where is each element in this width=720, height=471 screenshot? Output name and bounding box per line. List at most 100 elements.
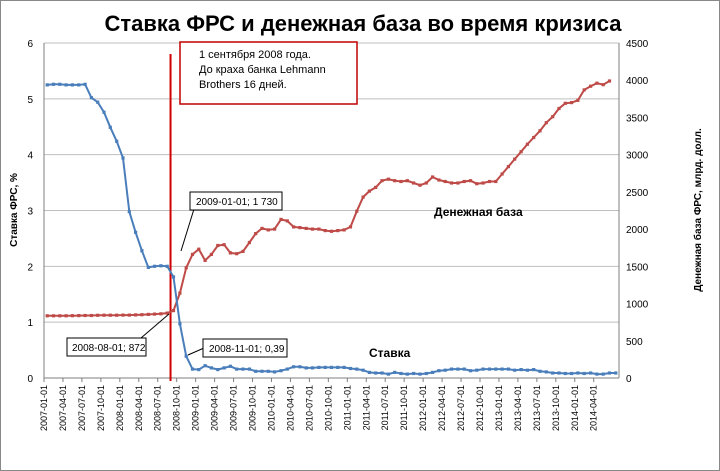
data-point <box>494 367 498 371</box>
data-point <box>595 372 599 376</box>
data-point <box>374 371 378 375</box>
data-point <box>178 291 182 295</box>
x-tick-label: 2008-07-01 <box>153 385 163 431</box>
data-point <box>386 177 390 181</box>
left-tick-label: 0 <box>27 374 33 385</box>
x-tick-label: 2014-01-01 <box>570 385 580 431</box>
data-point <box>557 106 561 111</box>
data-point <box>235 367 239 371</box>
left-tick-label: 5 <box>27 95 33 106</box>
data-point <box>532 135 536 140</box>
data-point <box>153 312 157 316</box>
chart-title: Ставка ФРС и денежная база во время криз… <box>105 11 623 36</box>
x-tick-label: 2007-07-01 <box>77 385 87 431</box>
right-tick-label: 2000 <box>626 225 649 236</box>
data-point <box>589 371 593 375</box>
data-point <box>285 367 289 371</box>
right-tick-label: 4500 <box>626 39 649 50</box>
x-tick-label: 2010-01-01 <box>266 385 276 431</box>
data-point <box>127 210 131 214</box>
data-point <box>614 371 618 375</box>
x-tick-label: 2014-04-01 <box>589 385 599 431</box>
left-tick-label: 6 <box>27 39 33 50</box>
x-tick-label: 2007-10-01 <box>96 385 106 431</box>
right-axis-title: Денежная база ФРС, млрд. долл. <box>692 128 704 292</box>
data-point <box>506 367 510 371</box>
data-point <box>367 370 371 374</box>
x-tick-label: 2012-04-01 <box>437 385 447 431</box>
data-point <box>582 371 586 376</box>
data-point <box>304 226 308 230</box>
data-point <box>89 96 93 100</box>
series-line <box>47 80 611 317</box>
data-point <box>323 229 327 233</box>
data-point <box>475 182 479 186</box>
data-point <box>203 258 207 262</box>
data-point <box>127 313 131 317</box>
right-tick-label: 3000 <box>626 151 649 162</box>
x-tick-label: 2008-01-01 <box>115 385 125 431</box>
data-point <box>184 266 188 270</box>
data-point <box>443 179 447 184</box>
callout-1-label: 2009-01-01; 1 730 <box>196 197 278 208</box>
left-tick-label: 1 <box>27 318 33 329</box>
data-point <box>519 368 523 372</box>
data-point <box>159 264 163 268</box>
left-tick-label: 2 <box>27 262 33 273</box>
data-point <box>228 251 232 255</box>
data-point <box>538 369 542 373</box>
data-point <box>273 227 277 231</box>
right-tick-label: 0 <box>626 374 632 385</box>
data-point <box>367 189 371 193</box>
data-point <box>146 265 150 269</box>
x-tick-label: 2011-04-01 <box>361 385 371 430</box>
right-tick-label: 4000 <box>626 76 649 87</box>
x-tick-label: 2011-01-01 <box>342 385 352 430</box>
data-point <box>500 172 504 176</box>
left-axis-ticks: 0 1 2 3 4 5 6 <box>27 39 33 385</box>
data-point <box>563 371 567 376</box>
data-point <box>228 364 232 368</box>
data-point <box>323 365 327 369</box>
data-point <box>405 179 409 183</box>
callout-3-box <box>202 338 288 358</box>
data-point <box>77 83 81 87</box>
data-point <box>570 101 574 105</box>
data-point <box>45 314 49 318</box>
data-point <box>70 314 74 318</box>
data-point <box>153 264 157 268</box>
data-point <box>418 372 422 376</box>
data-point <box>519 150 523 154</box>
data-point <box>58 82 62 86</box>
right-axis-ticks: 0 500 1000 1500 2000 2500 3000 3500 4000 4500 <box>626 39 649 385</box>
event-note-box <box>179 41 358 105</box>
callout-1-leader <box>180 208 195 252</box>
right-tick-label: 500 <box>626 337 643 348</box>
left-tick-label: 4 <box>27 151 33 162</box>
data-point <box>595 81 599 85</box>
data-point <box>481 367 485 371</box>
data-point <box>532 368 536 372</box>
data-point <box>481 181 485 185</box>
data-point <box>216 368 220 372</box>
data-point <box>450 181 454 185</box>
data-point <box>159 312 163 316</box>
data-point <box>329 229 334 233</box>
data-point <box>165 311 169 315</box>
data-point <box>607 79 612 83</box>
data-point <box>355 367 359 371</box>
data-point <box>500 367 504 371</box>
data-point <box>412 371 416 376</box>
data-point <box>456 181 460 185</box>
data-point <box>570 371 574 376</box>
data-point <box>64 83 68 87</box>
x-tick-label: 2010-10-01 <box>323 385 333 431</box>
data-point <box>310 227 315 231</box>
data-point <box>64 314 68 318</box>
series-fed-rate <box>45 82 618 376</box>
data-point <box>437 178 441 182</box>
data-point <box>247 240 251 245</box>
data-point <box>146 312 150 316</box>
data-point <box>108 313 112 317</box>
x-tick-label: 2009-01-01 <box>191 385 201 431</box>
